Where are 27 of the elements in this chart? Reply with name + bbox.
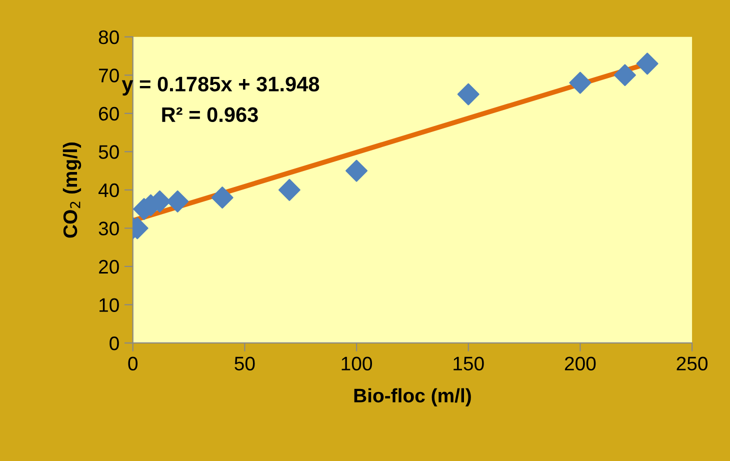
y-tick-label: 70 <box>99 68 119 82</box>
y-tick-label: 50 <box>98 145 119 159</box>
x-tick-label: 250 <box>676 356 708 370</box>
x-tick-label: 150 <box>454 356 484 370</box>
y-tick-label: 20 <box>99 260 119 274</box>
annotation: R² = 0.963 <box>162 107 258 122</box>
y-tick-label: 80 <box>98 30 119 44</box>
point <box>614 64 636 86</box>
x-tick-label: 50 <box>234 356 255 370</box>
annotation: y = 0.1785x + 31.948 <box>122 76 320 96</box>
x-tick-label: 200 <box>564 356 596 370</box>
y-tick-label: 30 <box>98 222 119 236</box>
x-tick-label: 100 <box>342 356 372 370</box>
x-tick-label: 0 <box>128 356 138 370</box>
y-tick-label: 0 <box>110 336 119 350</box>
point <box>569 72 592 94</box>
point <box>278 178 300 201</box>
y-tick-label: 10 <box>100 298 119 312</box>
y-tick-label: 60 <box>99 106 119 121</box>
y-tick-label: 40 <box>98 183 119 198</box>
x-axis-title: Bio-floc (m/l) <box>354 388 471 406</box>
point <box>636 52 658 75</box>
point <box>457 83 480 106</box>
y-axis-title: CO$_{2}$ (mg/l) <box>62 142 82 238</box>
point <box>166 190 189 212</box>
point <box>211 186 234 209</box>
point <box>346 160 368 182</box>
